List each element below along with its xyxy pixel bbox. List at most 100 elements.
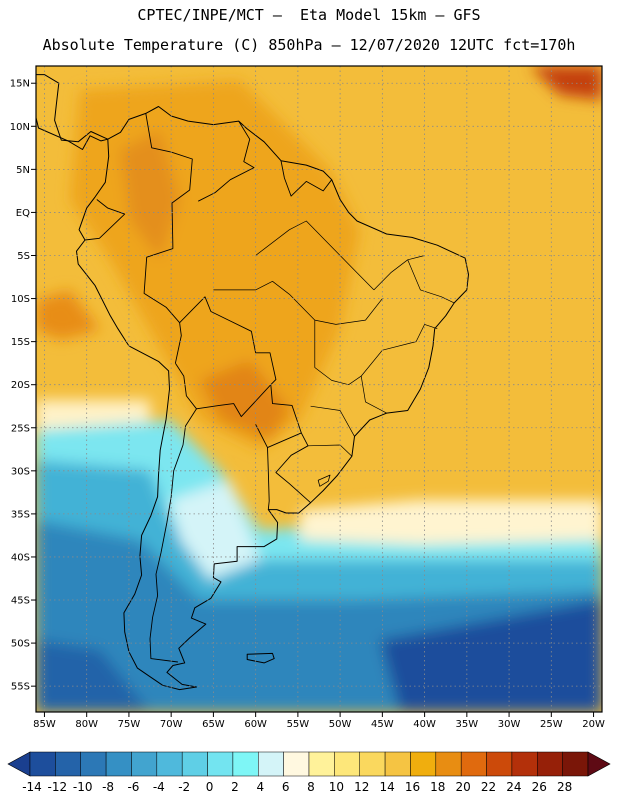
lon-label: 75W — [118, 719, 141, 730]
state-border — [213, 280, 383, 325]
lagoa-dos-patos — [317, 474, 331, 487]
lon-label: 70W — [160, 719, 183, 730]
country-border — [143, 248, 182, 364]
colorbar-segment — [80, 751, 107, 777]
colorbar-segment — [537, 751, 563, 777]
colorbar-segment — [207, 751, 234, 777]
lat-label: 10N — [10, 122, 30, 133]
state-border — [314, 320, 383, 386]
lon-label: 50W — [329, 719, 352, 730]
coastline-central-america-pacific — [36, 117, 108, 150]
colorbar-segment — [511, 751, 538, 777]
colorbar-label: 6 — [282, 780, 290, 794]
colorbar-label: -8 — [102, 780, 114, 794]
lat-label: 35S — [11, 509, 30, 520]
country-border — [196, 384, 302, 449]
lat-label: 10S — [11, 294, 30, 305]
colorbar-label: 18 — [430, 780, 445, 794]
lat-label: 45S — [11, 596, 30, 607]
state-border — [407, 259, 455, 304]
lat-label: 25S — [11, 423, 30, 434]
colorbar-segment — [283, 751, 310, 777]
state-border — [382, 324, 438, 351]
map-frame — [35, 65, 603, 713]
colorbar-segment — [435, 751, 462, 777]
lat-label: 15S — [11, 337, 30, 348]
country-border — [149, 362, 197, 663]
country-border — [179, 296, 277, 386]
colorbar-label: 28 — [557, 780, 572, 794]
lon-label: 30W — [498, 719, 521, 730]
coastline-borders — [36, 74, 469, 691]
colorbar-segment — [486, 751, 513, 777]
lat-label: 30S — [11, 466, 30, 477]
colorbar-label: 4 — [256, 780, 264, 794]
lat-label: 55S — [11, 682, 30, 693]
country-border — [145, 113, 193, 249]
lon-label: 25W — [540, 719, 563, 730]
colorbar-label: 10 — [329, 780, 344, 794]
colorbar-segment — [105, 751, 132, 777]
lon-label: 45W — [371, 719, 394, 730]
colorbar-label: -10 — [73, 780, 93, 794]
country-border — [275, 432, 311, 504]
colorbar-label: -6 — [127, 780, 139, 794]
latitude-labels: 15N 10N 5N EQ 5S 10S 15S 20S 25S 30S 35S 40S 45S 50S 5… — [10, 79, 36, 693]
colorbar-segment — [359, 751, 386, 777]
coastline-south-america — [76, 106, 469, 691]
lat-label: EQ — [16, 208, 30, 219]
temperature-field — [36, 66, 602, 712]
state-border — [310, 405, 355, 437]
colorbar-label: -2 — [178, 780, 190, 794]
colorbar-label: 2 — [231, 780, 239, 794]
lat-label: 40S — [11, 552, 30, 563]
colorbar-segment — [232, 751, 259, 777]
colorbar-segment — [29, 751, 56, 777]
colorbar-label: -4 — [153, 780, 165, 794]
title-line-1: CPTEC/INPE/MCT – Eta Model 15km – GFS — [137, 6, 481, 24]
colorbar-segment — [181, 751, 208, 777]
title-line-2: Absolute Temperature (C) 850hPa – 12/07/… — [42, 36, 576, 54]
falkland-islands — [246, 652, 275, 664]
colorbar-segment — [258, 751, 284, 777]
colorbar-segment — [308, 751, 335, 777]
colorbar-arrow-low — [7, 751, 31, 777]
colorbar-label: 20 — [456, 780, 471, 794]
colorbar-label: 22 — [481, 780, 496, 794]
lat-label: 20S — [11, 380, 30, 391]
colorbar-label: 0 — [206, 780, 214, 794]
state-border — [360, 376, 387, 414]
colorbar-segment — [156, 751, 183, 777]
lon-label: 55W — [287, 719, 310, 730]
colorbar: -14 -12 -10 -8 -6 -4 -2 0 2 4 6 8 10 12 14 16 18 20 22 24 26… — [7, 751, 611, 794]
state-border — [373, 255, 425, 291]
colorbar-segment — [55, 751, 81, 777]
lon-label: 65W — [202, 719, 225, 730]
lon-label: 35W — [456, 719, 479, 730]
colorbar-label: -12 — [48, 780, 68, 794]
lat-label: 5N — [16, 165, 30, 176]
country-border — [280, 160, 333, 197]
colorbar-segment — [410, 751, 437, 777]
colorbar-segment — [562, 751, 589, 777]
state-border — [255, 220, 375, 291]
lon-label: 20W — [582, 719, 605, 730]
colorbar-label: 16 — [405, 780, 420, 794]
colorbar-label: 26 — [532, 780, 547, 794]
country-border — [84, 199, 126, 241]
colorbar-segment — [384, 751, 411, 777]
colorbar-segment — [131, 751, 158, 777]
colorbar-label: 8 — [307, 780, 315, 794]
country-border — [197, 120, 255, 202]
country-border — [267, 447, 270, 510]
colorbar-label: -14 — [22, 780, 42, 794]
colorbar-arrow-high — [587, 751, 611, 777]
lon-label: 80W — [75, 719, 98, 730]
longitude-labels: 85W 80W 75W 70W 65W 60W 55W 50W 45W 40W 35W 30W 25W 2… — [33, 712, 605, 730]
colorbar-segment — [334, 751, 360, 777]
lon-label: 40W — [413, 719, 436, 730]
lat-label: 50S — [11, 639, 30, 650]
colorbar-segment — [460, 751, 487, 777]
colorbar-label: 12 — [354, 780, 369, 794]
